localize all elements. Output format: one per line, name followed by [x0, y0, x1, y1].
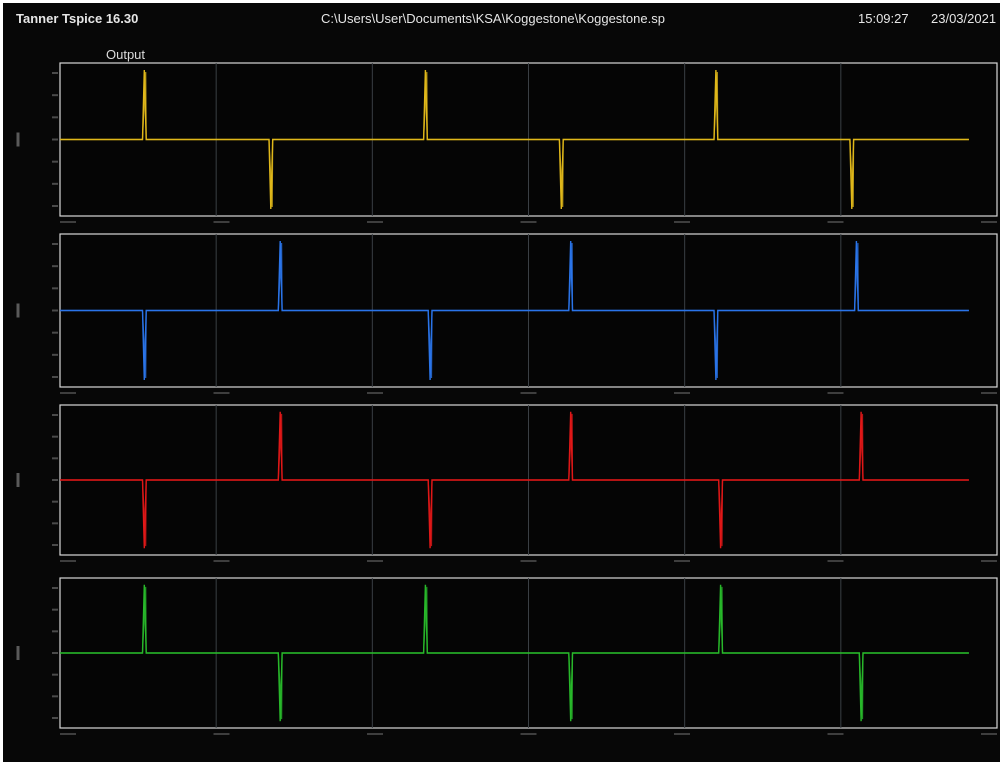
clock-date: 23/03/2021 [931, 11, 997, 26]
output-label: Output [106, 47, 146, 62]
waveform-series-4-edge [60, 586, 969, 720]
waveform-plots [16, 62, 998, 735]
plot-panel-4 [16, 577, 998, 735]
clock-time: 15:09:27 [858, 11, 909, 26]
waveform-series-1-edge [60, 71, 969, 208]
tspice-window: Tanner Tspice 16.30 C:\Users\User\Docume… [3, 3, 1000, 762]
plot-panel-2 [16, 233, 998, 394]
title-bar: Tanner Tspice 16.30 C:\Users\User\Docume… [3, 3, 1000, 37]
plot-panel-1 [16, 62, 998, 223]
waveform-series-3-edge [60, 413, 969, 547]
waveform-series-2-edge [60, 242, 969, 379]
plot-panel-3 [16, 404, 998, 562]
file-path: C:\Users\User\Documents\KSA\Koggestone\K… [321, 11, 665, 26]
app-title: Tanner Tspice 16.30 [16, 11, 139, 26]
